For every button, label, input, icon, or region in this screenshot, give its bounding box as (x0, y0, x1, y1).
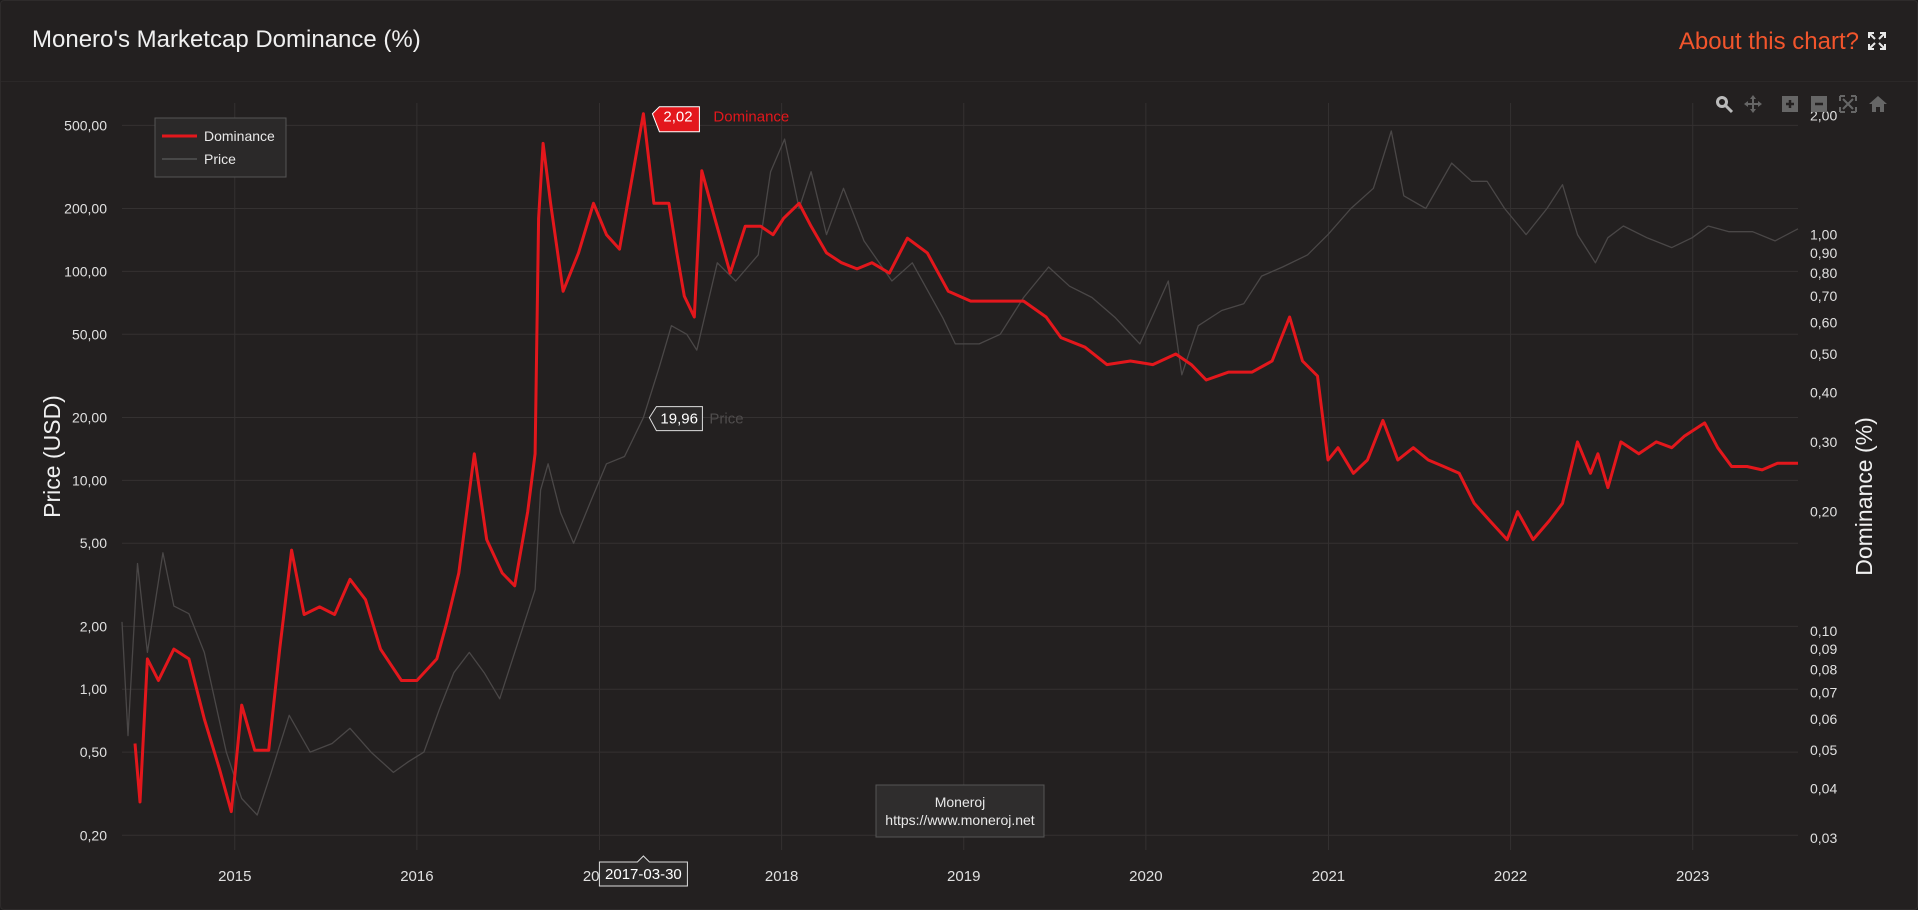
y-left-axis-title: Price (USD) (39, 395, 65, 518)
hover-price-name: Price (709, 411, 743, 428)
y-right-tick-label: 0,90 (1810, 245, 1837, 261)
y-right-tick-label: 0,50 (1810, 346, 1837, 362)
legend-label-dominance: Dominance (204, 128, 275, 144)
autoscale-icon[interactable] (1838, 94, 1858, 114)
hover-price-box (648, 406, 703, 432)
hover-dominance-value: 2,02 (663, 109, 692, 126)
y-right-tick-label: 0,05 (1810, 742, 1837, 758)
legend: Dominance Price (154, 117, 287, 178)
watermark: Moneroj https://www.moneroj.net (875, 784, 1045, 838)
y-right-tick-label: 0,30 (1810, 434, 1837, 450)
y-right-tick-label: 0,40 (1810, 384, 1837, 400)
y-right-tick-label: 0,08 (1810, 661, 1837, 677)
y-left-tick-label: 10,00 (72, 472, 107, 488)
y-right-tick-label: 0,20 (1810, 504, 1837, 520)
watermark-url: https://www.moneroj.net (885, 812, 1035, 828)
x-tick-label: 2016 (400, 868, 433, 885)
y-right-tick-label: 0,06 (1810, 711, 1837, 727)
y-left-tick-label: 5,00 (80, 535, 107, 551)
y-left-tick-label: 0,20 (80, 827, 107, 843)
hover-dominance-box (651, 106, 700, 133)
y-left-tick-label: 100,00 (64, 263, 107, 279)
hover-date-box (598, 855, 688, 887)
hover-date-label: 2017-03-30 (605, 866, 682, 883)
x-tick-label: 2022 (1494, 868, 1527, 885)
watermark-name: Moneroj (935, 794, 986, 810)
y-right-tick-label: 1,00 (1810, 227, 1837, 243)
x-tick-label: 2018 (765, 868, 798, 885)
y-left-tick-label: 0,50 (80, 744, 107, 760)
y-right-tick-label: 0,04 (1810, 781, 1837, 797)
fullscreen-icon[interactable] (1867, 31, 1887, 51)
zoom-icon[interactable] (1714, 94, 1734, 114)
y-right-axis-title: Dominance (%) (1851, 417, 1877, 576)
y-right-tick-label: 0,07 (1810, 684, 1837, 700)
y-right-tick-label: 0,09 (1810, 641, 1837, 657)
grid (122, 103, 1798, 850)
pan-icon[interactable] (1743, 94, 1763, 114)
x-tick-label: 2015 (218, 868, 251, 885)
reset-home-icon[interactable] (1868, 94, 1888, 114)
legend-box (154, 117, 287, 178)
x-tick-label: 2019 (947, 868, 980, 885)
hover-price-value: 19,96 (660, 411, 698, 428)
legend-label-price: Price (204, 151, 236, 167)
y-right-tick-label: 0,03 (1810, 830, 1837, 846)
y-left-tick-label: 200,00 (64, 201, 107, 217)
y-left-tick-label: 1,00 (80, 681, 107, 697)
page-title: Monero's Marketcap Dominance (%) (32, 26, 421, 53)
about-chart-link[interactable]: About this chart? (1678, 28, 1859, 55)
series-line-dominance[interactable] (133, 112, 1798, 814)
watermark-box (875, 784, 1045, 838)
hover-dominance-name: Dominance (713, 109, 789, 126)
zoom-in-icon[interactable] (1780, 94, 1800, 114)
hover-tooltip: 2,02 Dominance 19,96 Price 2017-03-30 (598, 106, 789, 887)
x-tick-label: 2020 (1129, 868, 1162, 885)
y-right-tick-label: 0,10 (1810, 623, 1837, 639)
y-left-tick-label: 500,00 (64, 117, 107, 133)
x-tick-label: 2021 (1312, 868, 1345, 885)
x-tick-label: 2023 (1676, 868, 1709, 885)
series-line-price[interactable] (121, 130, 1799, 816)
y-left-tick-label: 2,00 (80, 618, 107, 634)
y-left-tick-label: 50,00 (72, 326, 107, 342)
y-right-tick-label: 0,60 (1810, 315, 1837, 331)
y-left-tick-label: 20,00 (72, 409, 107, 425)
y-right-tick-label: 0,80 (1810, 265, 1837, 281)
chart-header: Monero's Marketcap Dominance (%) About t… (1, 1, 1917, 82)
zoom-out-icon[interactable] (1809, 94, 1829, 114)
y-right-tick-label: 0,70 (1810, 288, 1837, 304)
